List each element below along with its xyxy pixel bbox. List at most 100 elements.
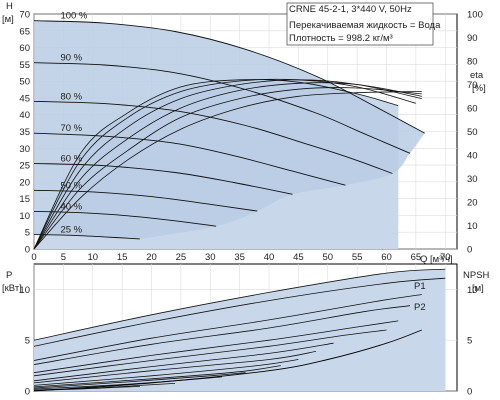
flow-tick-label: 10 bbox=[87, 252, 98, 263]
head-tick-label: 35 bbox=[19, 127, 30, 138]
eff-tick-label: 60 bbox=[467, 104, 478, 115]
power-curve bbox=[33, 305, 411, 365]
speed-label: 70 % bbox=[60, 123, 82, 134]
eff-tick-label: 40 bbox=[467, 151, 478, 162]
eff-tick-label: 100 bbox=[467, 10, 483, 21]
head-curve bbox=[33, 20, 425, 134]
power-curve bbox=[33, 365, 281, 388]
p2-label: P2 bbox=[414, 302, 426, 313]
head-axis-name: H bbox=[6, 1, 13, 12]
flow-tick-label: 55 bbox=[352, 252, 363, 263]
head-curve bbox=[33, 62, 411, 154]
power-area bbox=[34, 269, 446, 391]
head-tick-label: 25 bbox=[19, 161, 30, 172]
flow-tick-label: 20 bbox=[146, 252, 157, 263]
eff-axis-name: eta bbox=[470, 70, 484, 81]
efficiency-curves bbox=[33, 78, 422, 250]
info-density: Плотность = 998.2 кг/м³ bbox=[289, 33, 393, 44]
info-box bbox=[286, 2, 434, 46]
power-axis-unit: [кВт] bbox=[2, 283, 22, 294]
eff-tick-label: 90 bbox=[467, 33, 478, 44]
speed-label: 80 % bbox=[60, 91, 82, 102]
head-tick-label: 65 bbox=[19, 26, 30, 37]
head-curve bbox=[33, 189, 258, 212]
flow-tick-label: 5 bbox=[61, 252, 66, 263]
power-curve bbox=[33, 329, 387, 377]
head-tick-label: 60 bbox=[19, 43, 30, 54]
head-tick-label: 55 bbox=[19, 60, 30, 71]
eff-tick-label: 0 bbox=[467, 245, 472, 256]
head-tick-label: 30 bbox=[19, 144, 30, 155]
power-axis-name: P bbox=[6, 270, 12, 281]
efficiency-curve bbox=[33, 87, 422, 250]
speed-label: 100 % bbox=[60, 11, 87, 22]
npsh-axis-name: NPSH bbox=[463, 270, 490, 281]
flow-tick-label: 15 bbox=[117, 252, 128, 263]
speed-label: 25 % bbox=[60, 225, 82, 236]
head-tick-label: 50 bbox=[19, 77, 30, 88]
flow-tick-label: 35 bbox=[234, 252, 245, 263]
head-tick-label: 70 bbox=[19, 10, 30, 21]
chart-title: CRNE 45-2-1, 3*440 V, 50Hz bbox=[289, 4, 412, 15]
head-tick-label: 10 bbox=[19, 211, 30, 222]
npsh-tick-label: 0 bbox=[467, 387, 472, 398]
eff-tick-label: 70 bbox=[467, 80, 478, 91]
speed-label: 60 % bbox=[60, 153, 82, 164]
flow-axis-label: Q [м³/ч] bbox=[420, 254, 453, 265]
power-axis-ticks: 0 5 10 0 5 10 bbox=[19, 285, 477, 398]
info-liquid: Перекачиваемая жидкость = Вода bbox=[289, 20, 441, 31]
npsh-tick-label: 5 bbox=[467, 336, 472, 347]
power-curve bbox=[33, 372, 246, 389]
eff-tick-label: 50 bbox=[467, 127, 478, 138]
npsh-axis-unit: [м] bbox=[472, 283, 484, 294]
eff-tick-label: 10 bbox=[467, 221, 478, 232]
efficiency-curve bbox=[33, 78, 417, 250]
head-tick-label: 5 bbox=[25, 228, 30, 239]
flow-tick-label: 45 bbox=[293, 252, 304, 263]
flow-tick-label: 50 bbox=[322, 252, 333, 263]
power-curve bbox=[33, 277, 446, 347]
head-curve bbox=[33, 210, 217, 227]
flow-tick-label: 40 bbox=[264, 252, 275, 263]
flow-tick-label: 0 bbox=[31, 252, 36, 263]
head-axis-ticks: 0 5 10 15 20 25 30 35 40 45 50 55 60 65 70 0 5 10 15 20 25 30… bbox=[19, 10, 482, 264]
power-tick-label: 10 bbox=[19, 285, 30, 296]
efficiency-curve bbox=[33, 79, 399, 250]
p1-label: P1 bbox=[414, 281, 426, 292]
speed-label: 40 % bbox=[60, 201, 82, 212]
head-curves bbox=[33, 20, 425, 240]
head-curve bbox=[33, 162, 293, 195]
power-tick-label: 5 bbox=[25, 336, 30, 347]
power-curves bbox=[33, 268, 446, 391]
head-axis-unit: [м] bbox=[2, 14, 14, 25]
speed-labels: 100 % 90 % 80 % 70 % 60 % 50 % 40 % 25 % bbox=[60, 11, 87, 236]
head-curve bbox=[33, 234, 140, 240]
power-curve bbox=[33, 359, 299, 386]
flow-tick-label: 30 bbox=[205, 252, 216, 263]
flow-tick-label: 70 bbox=[440, 252, 451, 263]
power-curve bbox=[33, 294, 422, 361]
npsh-curve bbox=[33, 329, 422, 392]
efficiency-curve bbox=[33, 82, 422, 250]
head-tick-label: 20 bbox=[19, 177, 30, 188]
power-curve bbox=[33, 342, 334, 382]
flow-tick-label: 25 bbox=[176, 252, 187, 263]
speed-label: 50 % bbox=[60, 180, 82, 191]
power-curve bbox=[33, 320, 399, 374]
flow-tick-label: 60 bbox=[381, 252, 392, 263]
eff-axis-unit: [%] bbox=[472, 83, 486, 94]
speed-label: 90 % bbox=[60, 53, 82, 64]
power-tick-label: 0 bbox=[25, 387, 30, 398]
head-tick-label: 15 bbox=[19, 194, 30, 205]
eff-tick-label: 20 bbox=[467, 198, 478, 209]
head-tick-label: 45 bbox=[19, 93, 30, 104]
head-curve bbox=[33, 132, 346, 186]
eff-tick-label: 80 bbox=[467, 57, 478, 68]
eff-tick-label: 30 bbox=[467, 174, 478, 185]
head-curve bbox=[33, 100, 393, 174]
power-curve bbox=[33, 351, 317, 384]
power-curve bbox=[33, 268, 446, 341]
npsh-tick-label: 10 bbox=[467, 285, 478, 296]
head-tick-label: 0 bbox=[25, 245, 30, 256]
